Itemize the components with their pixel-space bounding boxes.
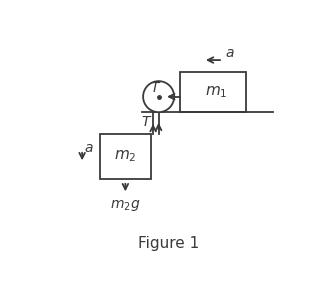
Text: $a$: $a$ [84, 141, 93, 155]
Circle shape [143, 81, 174, 112]
Text: Figure 1: Figure 1 [138, 236, 199, 251]
Text: $T$: $T$ [150, 81, 161, 95]
Text: $m_2$: $m_2$ [114, 149, 137, 164]
Text: $m_1$: $m_1$ [205, 84, 228, 100]
Text: $T$: $T$ [141, 115, 152, 129]
Text: $a$: $a$ [225, 46, 234, 60]
Bar [180, 72, 246, 112]
Bar [100, 134, 151, 179]
Text: $m_2g$: $m_2g$ [110, 198, 140, 213]
